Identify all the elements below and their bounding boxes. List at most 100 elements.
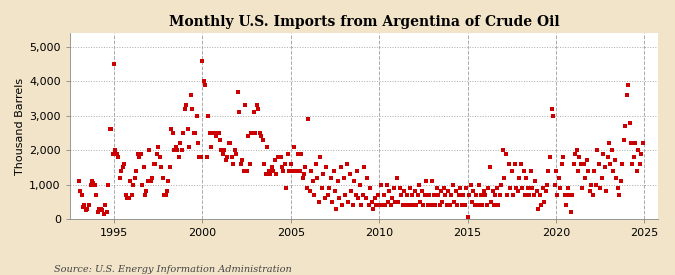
Point bbox=[213, 131, 224, 135]
Point bbox=[222, 155, 233, 159]
Point bbox=[279, 162, 290, 166]
Point bbox=[512, 189, 523, 194]
Point bbox=[187, 106, 198, 111]
Point bbox=[522, 186, 533, 190]
Point bbox=[278, 169, 289, 173]
Point bbox=[358, 193, 369, 197]
Point bbox=[571, 148, 582, 152]
Point bbox=[124, 196, 134, 200]
Point bbox=[359, 165, 370, 169]
Point bbox=[602, 155, 613, 159]
Point bbox=[216, 148, 227, 152]
Point bbox=[225, 141, 236, 145]
Point bbox=[626, 141, 637, 145]
Point bbox=[601, 189, 612, 194]
Point bbox=[489, 203, 500, 207]
Point bbox=[400, 203, 411, 207]
Point bbox=[172, 148, 183, 152]
Point bbox=[110, 148, 121, 152]
Point bbox=[637, 141, 648, 145]
Point bbox=[393, 200, 404, 204]
Point bbox=[540, 189, 551, 194]
Point bbox=[624, 120, 635, 125]
Point bbox=[184, 144, 194, 149]
Point bbox=[173, 155, 184, 159]
Point bbox=[368, 207, 379, 211]
Point bbox=[369, 196, 380, 200]
Point bbox=[586, 182, 597, 187]
Point bbox=[371, 203, 381, 207]
Point bbox=[459, 203, 470, 207]
Point bbox=[375, 182, 386, 187]
Point bbox=[555, 186, 566, 190]
Point bbox=[505, 186, 516, 190]
Point bbox=[331, 207, 342, 211]
Point bbox=[560, 193, 570, 197]
Point bbox=[433, 193, 443, 197]
Point bbox=[197, 58, 208, 63]
Point bbox=[76, 193, 87, 197]
Point bbox=[176, 148, 187, 152]
Point bbox=[344, 172, 355, 176]
Point bbox=[207, 131, 218, 135]
Point bbox=[521, 175, 532, 180]
Point bbox=[234, 110, 244, 114]
Point bbox=[493, 203, 504, 207]
Point bbox=[122, 196, 133, 200]
Point bbox=[477, 203, 487, 207]
Point bbox=[297, 175, 308, 180]
Point bbox=[212, 131, 223, 135]
Point bbox=[524, 193, 535, 197]
Point bbox=[633, 148, 644, 152]
Point bbox=[384, 189, 395, 194]
Point bbox=[614, 193, 624, 197]
Point bbox=[130, 175, 140, 180]
Point bbox=[441, 203, 452, 207]
Point bbox=[452, 203, 462, 207]
Point bbox=[116, 169, 127, 173]
Point bbox=[530, 179, 541, 183]
Point bbox=[315, 155, 326, 159]
Point bbox=[230, 148, 240, 152]
Point bbox=[471, 193, 482, 197]
Point bbox=[448, 182, 458, 187]
Point bbox=[576, 162, 587, 166]
Point bbox=[325, 175, 336, 180]
Point bbox=[431, 186, 442, 190]
Point bbox=[502, 193, 513, 197]
Point bbox=[113, 155, 124, 159]
Point bbox=[188, 131, 199, 135]
Point bbox=[349, 179, 360, 183]
Point bbox=[192, 141, 203, 145]
Point bbox=[217, 151, 228, 156]
Point bbox=[551, 169, 562, 173]
Point bbox=[273, 155, 284, 159]
Point bbox=[254, 131, 265, 135]
Point bbox=[134, 155, 144, 159]
Y-axis label: Thousand Barrels: Thousand Barrels bbox=[15, 77, 25, 175]
Point bbox=[485, 200, 496, 204]
Point bbox=[423, 203, 433, 207]
Point bbox=[154, 155, 165, 159]
Point bbox=[556, 162, 567, 166]
Point bbox=[414, 182, 425, 187]
Point bbox=[166, 127, 177, 132]
Point bbox=[464, 193, 475, 197]
Point bbox=[196, 155, 207, 159]
Point bbox=[412, 193, 423, 197]
Point bbox=[487, 189, 498, 194]
Point bbox=[317, 186, 327, 190]
Point bbox=[178, 131, 189, 135]
Point bbox=[227, 155, 238, 159]
Point bbox=[353, 196, 364, 200]
Point bbox=[263, 169, 274, 173]
Point bbox=[231, 151, 242, 156]
Point bbox=[539, 200, 549, 204]
Point bbox=[500, 151, 511, 156]
Point bbox=[241, 169, 252, 173]
Point bbox=[529, 193, 539, 197]
Point bbox=[190, 131, 200, 135]
Point bbox=[416, 189, 427, 194]
Point bbox=[396, 193, 406, 197]
Point bbox=[88, 181, 99, 185]
